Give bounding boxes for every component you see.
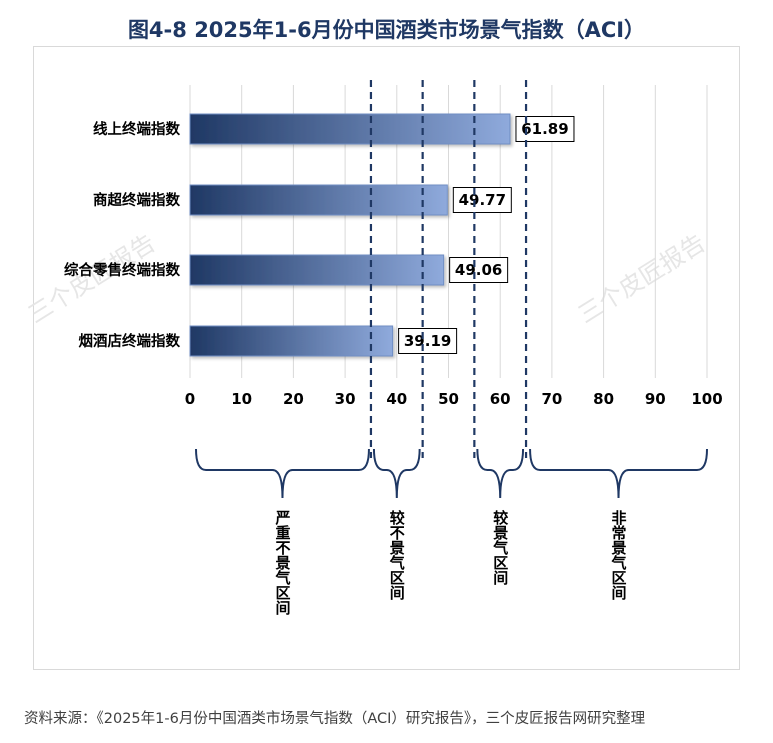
category-label: 商超终端指数	[93, 191, 180, 209]
source-note: 资料来源：《2025年1-6月份中国酒类市场景气指数（ACI）研究报告》，三个皮…	[24, 711, 646, 727]
data-label-box	[452, 187, 512, 213]
zone-label: 较不景气区间	[387, 510, 406, 600]
data-label-box	[398, 328, 458, 354]
x-tick-label: 30	[335, 390, 356, 408]
x-tick-label: 10	[231, 390, 252, 408]
zone-brace	[529, 448, 708, 499]
zone-brace	[476, 448, 525, 499]
data-label: 49.77	[459, 191, 506, 209]
x-tick-label: 90	[645, 390, 666, 408]
zone-brace	[195, 448, 370, 499]
plot-frame	[33, 46, 740, 670]
chart-title: 图4-8 2025年1-6月份中国酒类市场景气指数（ACI）	[127, 18, 646, 42]
bar	[189, 325, 394, 357]
x-tick-label: 40	[386, 390, 407, 408]
x-tick-label: 60	[490, 390, 511, 408]
data-label: 49.06	[455, 261, 502, 279]
bar	[189, 254, 445, 286]
data-label-box	[449, 257, 509, 283]
x-tick-label: 80	[593, 390, 614, 408]
x-tick-label: 20	[283, 390, 304, 408]
zone-label: 较景气区间	[491, 510, 510, 585]
zone-label: 非常景气区间	[609, 510, 628, 600]
bar	[189, 113, 511, 145]
category-label: 线上终端指数	[93, 120, 180, 138]
x-tick-label: 100	[691, 390, 722, 408]
bar	[189, 184, 448, 216]
data-label: 61.89	[521, 120, 568, 138]
x-tick-label: 50	[438, 390, 459, 408]
x-tick-label: 70	[541, 390, 562, 408]
bar-chart: 0 10 20 30 40 50 60 70 80 90 100 线上终端指数 61.89 商超终端指数…	[64, 80, 723, 499]
zone-label: 严重不景气区间	[273, 510, 292, 615]
x-tick-label: 0	[185, 390, 195, 408]
data-label: 39.19	[404, 332, 451, 350]
category-label: 综合零售终端指数	[64, 261, 180, 279]
zone-brace	[372, 448, 421, 499]
category-label: 烟酒店终端指数	[79, 332, 181, 350]
